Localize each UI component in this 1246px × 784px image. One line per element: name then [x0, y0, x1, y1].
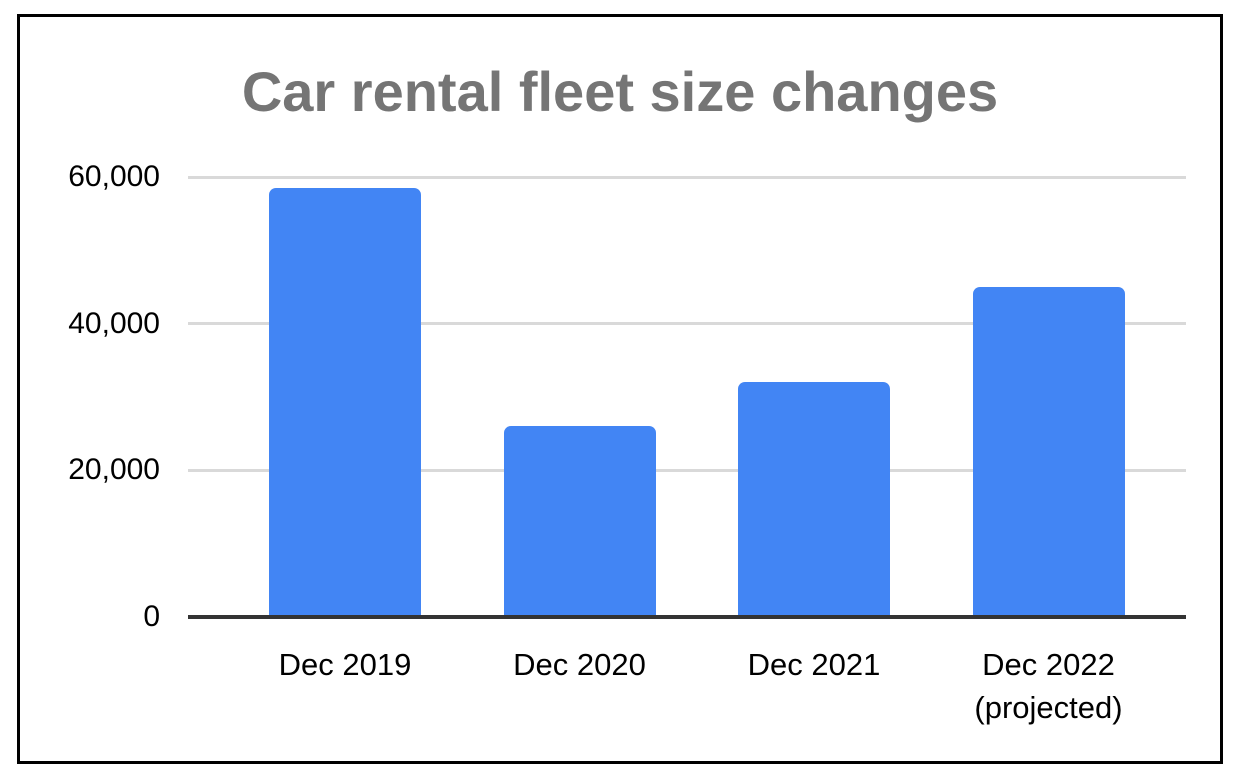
y-axis-tick-label: 60,000: [68, 160, 160, 193]
plot-area: [188, 175, 1186, 617]
gridline: [188, 468, 1186, 472]
y-axis-tick-label: 40,000: [68, 306, 160, 340]
x-axis-tick-label: Dec 2020: [513, 647, 646, 682]
y-axis-tick-label: 20,000: [68, 453, 160, 487]
bar-dec-2020: [503, 426, 656, 617]
bar-dec-2021: [738, 382, 890, 617]
bar-dec-2019: [269, 188, 421, 617]
x-axis-tick-label: Dec 2022 (projected): [974, 647, 1123, 726]
x-axis-tick-label: Dec 2019: [278, 647, 412, 682]
x-axis: Dec 2019 Dec 2020 Dec 2021 Dec 2022 (projec…: [188, 635, 1186, 765]
chart-title: Car rental fleet size changes: [241, 60, 999, 123]
gridline: [188, 322, 1186, 326]
bar-dec-2022: [972, 287, 1125, 617]
x-axis-line: [188, 615, 1186, 619]
x-axis-tick-label: Dec 2021: [747, 647, 881, 682]
y-axis: 0 20,000 40,000 60,000: [20, 160, 170, 633]
y-axis-tick-label: 0: [143, 600, 160, 633]
gridline: [188, 175, 1186, 179]
chart-frame: Car rental fleet size changes 0 20,000 40,…: [17, 14, 1223, 764]
